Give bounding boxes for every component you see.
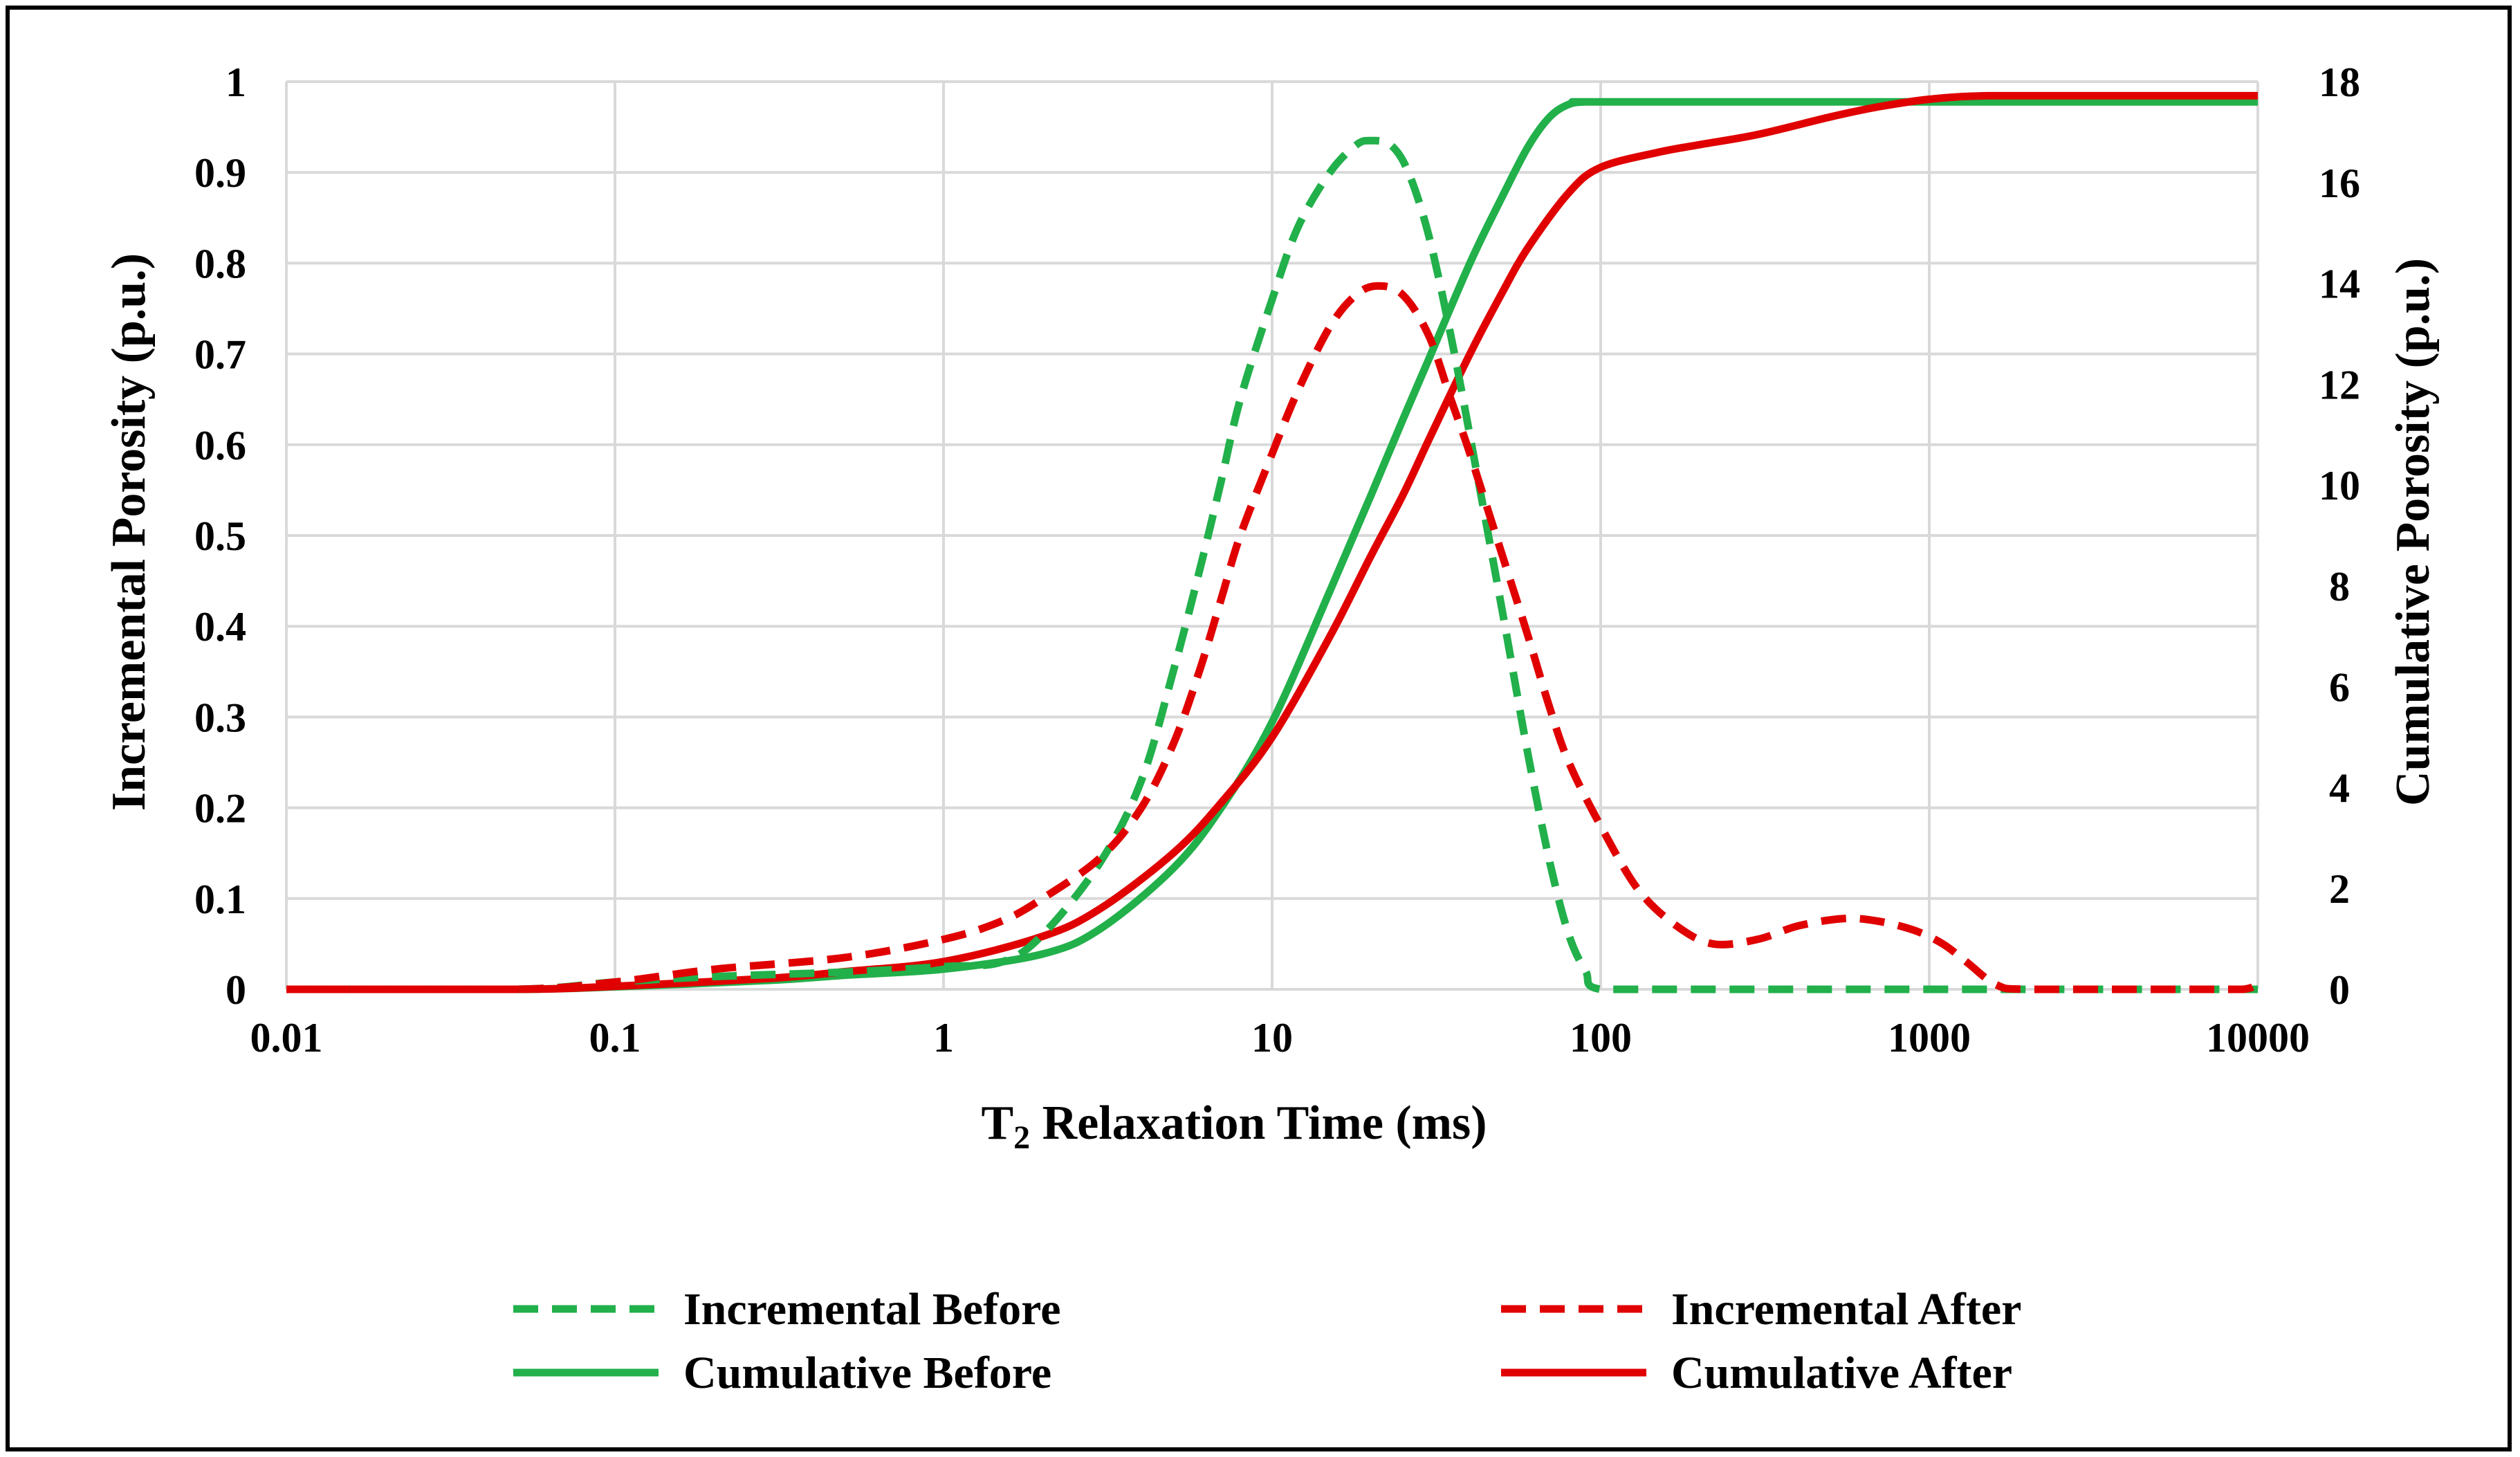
series-line-cumulative-after [286, 91, 2258, 993]
grid-lines [285, 80, 2259, 991]
x-axis-title: T2 Relaxation Time (ms) [981, 1097, 1487, 1156]
x-tick-label: 0.1 [589, 1015, 641, 1061]
legend-label: Incremental After [1671, 1284, 2021, 1335]
x-axis-ticks: 0.01 0.1 1 10 100 1000 10000 [250, 1015, 2310, 1061]
y-left-tick-label: 0 [226, 967, 246, 1013]
y-left-tick-label: 0.2 [194, 786, 246, 832]
x-tick-label: 10000 [2206, 1015, 2310, 1061]
y-left-tick-label: 0.4 [194, 604, 246, 650]
y-left-axis-title: Incremental Porosity (p.u.) [102, 253, 156, 811]
x-tick-label: 0.01 [250, 1015, 323, 1061]
y-right-tick-label: 16 [2319, 161, 2360, 206]
series-line-incremental-after [286, 282, 2261, 993]
y-right-tick-label: 0 [2329, 967, 2350, 1013]
y-left-tick-label: 0.6 [194, 423, 246, 468]
y-left-tick-label: 0.8 [194, 241, 246, 286]
legend: Incremental Before Incremental After Cumul… [513, 1284, 2021, 1398]
y-right-tick-label: 10 [2319, 463, 2360, 508]
y-right-tick-label: 12 [2319, 362, 2360, 407]
y-right-tick-label: 2 [2329, 866, 2350, 912]
y-right-tick-label: 18 [2319, 59, 2360, 105]
chart-frame: 0 0.1 0.2 0.3 0.4 0.5 0.6 0.7 0.8 0.9 1 0 2 4 6 8 10 12 1… [6, 6, 2512, 1451]
x-tick-label: 1000 [1888, 1015, 1971, 1061]
y-left-tick-label: 0.3 [194, 695, 246, 740]
series-line-incremental-before [286, 136, 2258, 993]
series-layer [286, 91, 2261, 993]
y-right-tick-label: 14 [2319, 262, 2360, 307]
x-tick-label: 10 [1251, 1015, 1293, 1061]
y-right-tick-label: 8 [2329, 564, 2350, 610]
y-left-tick-label: 1 [226, 59, 246, 105]
y-right-tick-label: 4 [2329, 765, 2350, 811]
y-left-tick-label: 0.5 [194, 513, 246, 559]
y-right-tick-label: 6 [2329, 665, 2350, 711]
x-tick-label: 1 [933, 1015, 954, 1061]
y-left-tick-label: 0.9 [194, 150, 246, 196]
y-right-axis-title: Cumulative Porosity (p.u.) [2386, 258, 2440, 806]
left-axis-ticks: 0 0.1 0.2 0.3 0.4 0.5 0.6 0.7 0.8 0.9 1 [194, 59, 246, 1013]
y-left-tick-label: 0.1 [194, 877, 246, 922]
right-axis-ticks: 0 2 4 6 8 10 12 14 16 18 [2319, 59, 2360, 1013]
legend-label: Cumulative After [1671, 1348, 2012, 1398]
x-tick-label: 100 [1570, 1015, 1632, 1061]
y-left-tick-label: 0.7 [194, 332, 246, 378]
legend-label: Incremental Before [683, 1284, 1061, 1335]
chart-svg: 0 0.1 0.2 0.3 0.4 0.5 0.6 0.7 0.8 0.9 1 0 2 4 6 8 10 12 1… [102, 59, 2440, 1398]
legend-label: Cumulative Before [683, 1348, 1051, 1398]
